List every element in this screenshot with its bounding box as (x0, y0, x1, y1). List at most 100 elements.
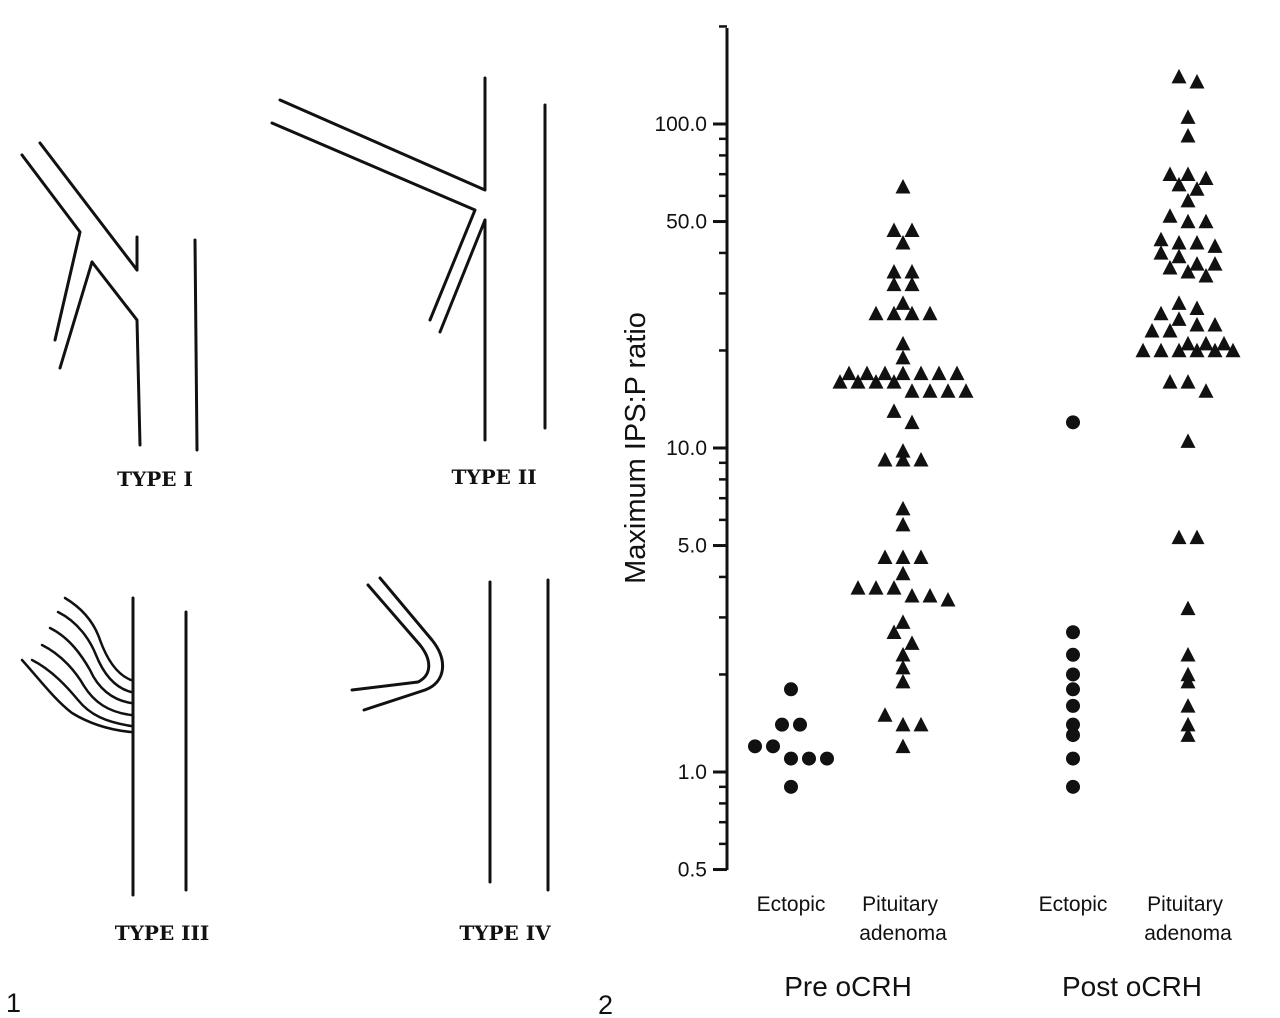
data-markers (748, 68, 1241, 794)
pituitary-adenoma-point (1153, 305, 1169, 321)
pituitary-adenoma-point (922, 305, 938, 321)
category-label-pre-pituitary-line1: Pituitary (862, 893, 938, 916)
type-1-label: TYPE I (117, 467, 193, 491)
pituitary-adenoma-point (1207, 342, 1223, 358)
pituitary-adenoma-point (904, 587, 920, 603)
pituitary-adenoma-point (859, 365, 875, 381)
ectopic-point (1066, 415, 1080, 430)
pituitary-adenoma-point (913, 365, 929, 381)
category-label-post-pituitary: Pituitary adenoma (1144, 893, 1232, 945)
pituitary-adenoma-point (886, 305, 902, 321)
pituitary-adenoma-point (895, 500, 911, 516)
ectopic-point (1066, 667, 1080, 682)
panel-2-number: 2 (598, 990, 613, 1018)
pituitary-adenoma-point (895, 295, 911, 310)
y-tick-label: 100.0 (654, 113, 707, 136)
ectopic-point (766, 739, 780, 754)
pituitary-adenoma-point (1162, 166, 1178, 181)
pituitary-adenoma-point (913, 549, 929, 565)
ectopic-point (775, 717, 789, 732)
ectopic-point (1066, 647, 1080, 662)
pituitary-adenoma-point (886, 222, 902, 237)
pituitary-adenoma-point (1180, 647, 1196, 662)
pituitary-adenoma-point (1153, 342, 1169, 358)
ectopic-point (793, 717, 807, 732)
ectopic-point (748, 739, 762, 754)
y-tick-label: 0.5 (678, 859, 707, 882)
pituitary-adenoma-point (1180, 127, 1196, 143)
pituitary-adenoma-point (1207, 256, 1223, 271)
pituitary-adenoma-point (877, 451, 893, 467)
pituitary-adenoma-point (895, 614, 911, 629)
pituitary-adenoma-point (922, 587, 938, 603)
pituitary-adenoma-point (1180, 109, 1196, 124)
y-tick-label: 1.0 (678, 761, 707, 784)
pituitary-adenoma-point (1198, 213, 1214, 229)
pituitary-adenoma-point (895, 451, 911, 467)
y-tick-label: 5.0 (678, 535, 707, 558)
pituitary-adenoma-point (868, 580, 884, 595)
pituitary-adenoma-point (1171, 342, 1187, 358)
pituitary-adenoma-point (931, 365, 947, 381)
pituitary-adenoma-point (886, 624, 902, 639)
pituitary-adenoma-point (895, 179, 911, 194)
pituitary-adenoma-point (904, 635, 920, 650)
pituitary-adenoma-point (1171, 311, 1187, 326)
pituitary-adenoma-point (1180, 192, 1196, 208)
ectopic-point (1066, 698, 1080, 713)
pituitary-adenoma-point (1189, 181, 1205, 196)
pituitary-adenoma-point (1180, 263, 1196, 279)
pituitary-adenoma-point (886, 263, 902, 279)
pituitary-adenoma-point (868, 305, 884, 321)
category-label-pre-pituitary: Pituitary adenoma (859, 893, 947, 945)
pituitary-adenoma-point (1171, 68, 1187, 84)
ectopic-point (784, 779, 798, 794)
pituitary-adenoma-point (832, 374, 848, 389)
group-label-pre: Pre oCRH (784, 971, 912, 1002)
pituitary-adenoma-point (1171, 248, 1187, 264)
pituitary-adenoma-point (1171, 235, 1187, 250)
ectopic-point (784, 682, 798, 697)
ectopic-point (1066, 751, 1080, 766)
pituitary-adenoma-point (1171, 529, 1187, 545)
pituitary-adenoma-point (1189, 529, 1205, 545)
pituitary-adenoma-point (1162, 260, 1178, 275)
pituitary-adenoma-point (913, 716, 929, 732)
y-axis-ticks (713, 25, 727, 872)
y-axis-title: Maximum IPS:P ratio (620, 312, 652, 584)
y-tick-label: 50.0 (666, 211, 707, 234)
pituitary-adenoma-point (877, 707, 893, 722)
pituitary-adenoma-point (1171, 176, 1187, 192)
pituitary-adenoma-point (895, 716, 911, 732)
pituitary-adenoma-point (895, 565, 911, 581)
pituitary-adenoma-point (904, 222, 920, 237)
type-2-label: TYPE II (451, 465, 536, 489)
pituitary-adenoma-point (904, 383, 920, 398)
category-label-post-pituitary-line1: Pituitary (1147, 893, 1223, 916)
pituitary-adenoma-point (1189, 74, 1205, 89)
pituitary-adenoma-point (895, 235, 911, 250)
type-3-diagram (20, 596, 188, 897)
pituitary-adenoma-point (841, 365, 857, 381)
pituitary-adenoma-point (1180, 166, 1196, 181)
pituitary-adenoma-point (949, 365, 965, 381)
pituitary-adenoma-point (1162, 208, 1178, 223)
pituitary-adenoma-point (1135, 342, 1151, 358)
pituitary-adenoma-point (1225, 342, 1241, 358)
ectopic-point (802, 751, 816, 766)
pituitary-adenoma-point (913, 451, 929, 467)
pituitary-adenoma-point (1207, 317, 1223, 332)
pituitary-adenoma-point (1180, 374, 1196, 389)
pituitary-adenoma-point (1180, 600, 1196, 616)
pituitary-adenoma-point (904, 263, 920, 279)
pituitary-adenoma-point (850, 580, 866, 595)
ectopic-point (820, 751, 834, 766)
type-3-label: TYPE III (115, 921, 209, 945)
category-label-post-ectopic: Ectopic (1039, 893, 1108, 916)
category-label-pre-pituitary-line2: adenoma (859, 922, 947, 945)
pituitary-adenoma-point (1180, 213, 1196, 229)
pituitary-adenoma-point (886, 403, 902, 418)
pituitary-adenoma-point (940, 592, 956, 607)
pituitary-adenoma-point (877, 549, 893, 565)
